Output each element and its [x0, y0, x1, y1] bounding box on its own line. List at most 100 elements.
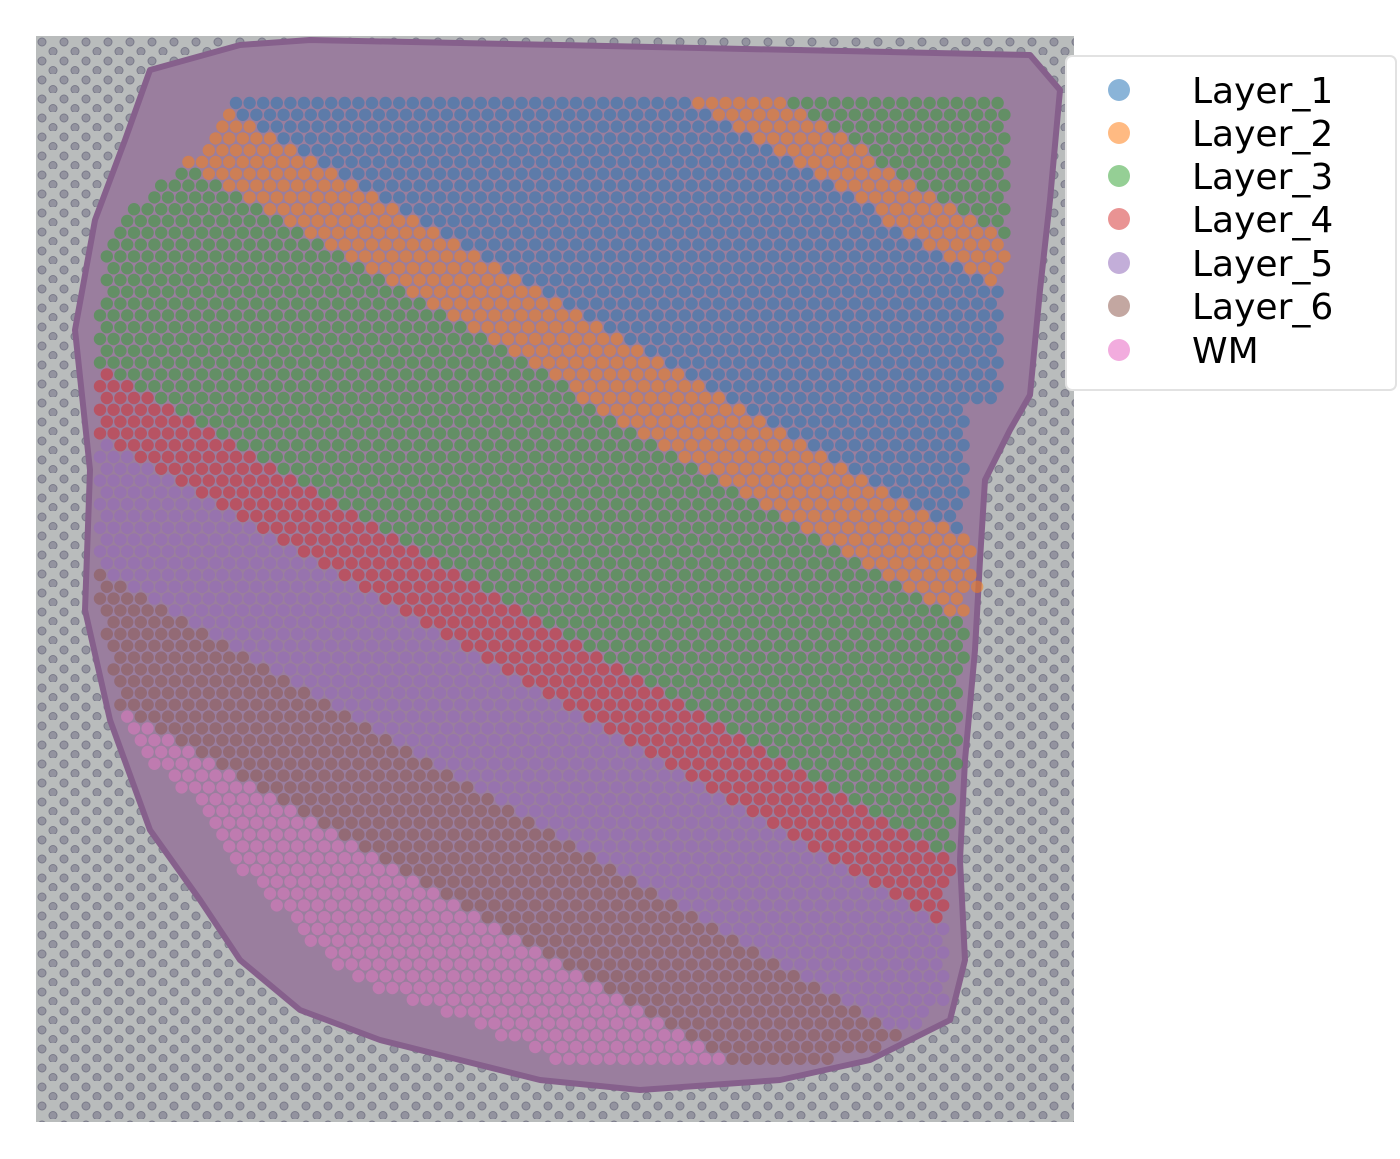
spot-layer-4 [495, 627, 508, 641]
spot-layer-4 [433, 568, 447, 582]
spot-layer-2 [726, 415, 739, 428]
spot-layer-3 [943, 816, 957, 829]
spot-layer-3 [304, 273, 317, 287]
spot-layer-4 [814, 781, 827, 794]
spot-layer-3 [855, 616, 868, 629]
spot-layer-1 [930, 368, 943, 381]
spot-layer-1 [712, 344, 725, 357]
spot-layer-3 [726, 698, 739, 711]
spot-layer-5 [712, 911, 725, 924]
spot-layer-5 [624, 852, 637, 865]
spot-layer-4 [705, 757, 719, 770]
spot-layer-1 [855, 380, 868, 393]
spot-layer-3 [624, 639, 637, 652]
spot-layer-3 [406, 356, 419, 369]
spot-layer-5 [515, 781, 528, 794]
spot-layer-2 [338, 238, 351, 251]
spot-layer-5 [644, 769, 657, 782]
spot-layer-3 [338, 262, 351, 275]
spot-wm [359, 958, 372, 971]
spot-layer-1 [801, 191, 814, 204]
spot-layer-5 [563, 769, 576, 782]
spot-layer-3 [814, 592, 827, 605]
spot-layer-5 [393, 616, 406, 629]
spot-layer-3 [107, 309, 120, 322]
spot-layer-2 [835, 509, 848, 523]
spot-layer-1 [862, 297, 875, 310]
spot-layer-1 [828, 262, 841, 275]
spot-layer-4 [767, 793, 780, 806]
spot-layer-3 [433, 427, 447, 440]
spot-layer-6 [617, 887, 630, 900]
spot-layer-4 [338, 568, 351, 582]
spot-layer-3 [508, 415, 521, 428]
spot-layer-1 [753, 273, 766, 287]
spot-layer-3 [923, 710, 936, 723]
spot-layer-1 [719, 144, 732, 157]
spot-layer-6 [467, 816, 481, 829]
spot-layer-6 [576, 887, 589, 900]
spot-layer-5 [848, 887, 861, 900]
spot-layer-5 [569, 828, 583, 841]
spot-layer-1 [746, 144, 759, 157]
spot-layer-3 [692, 545, 705, 558]
spot-layer-4 [250, 486, 263, 499]
spot-layer-4 [229, 498, 243, 511]
spot-layer-2 [359, 250, 372, 263]
spot-layer-6 [590, 863, 603, 877]
spot-layer-1 [930, 344, 943, 357]
spot-layer-1 [875, 439, 889, 452]
spot-layer-1 [617, 108, 630, 122]
spot-layer-5 [658, 793, 671, 806]
spot-layer-5 [175, 545, 188, 558]
spot-layer-1 [529, 96, 542, 110]
spot-layer-3 [957, 627, 970, 641]
spot-layer-6 [311, 757, 324, 770]
spot-layer-6 [270, 757, 283, 770]
spot-layer-1 [841, 214, 855, 228]
spot-layer-3 [835, 651, 848, 664]
spot-layer-6 [284, 757, 297, 770]
spot-layer-3 [624, 521, 637, 534]
spot-layer-1 [821, 321, 834, 334]
spot-layer-5 [467, 675, 481, 688]
spot-layer-6 [522, 887, 535, 900]
spot-layer-2 [712, 391, 725, 405]
spot-layer-1 [767, 391, 780, 405]
spot-layer-2 [651, 403, 664, 416]
spot-layer-3 [433, 332, 447, 346]
spot-layer-6 [529, 828, 542, 841]
spot-layer-1 [501, 167, 515, 180]
spot-layer-5 [467, 722, 481, 735]
spot-layer-1 [692, 262, 705, 275]
spot-layer-4 [597, 663, 610, 676]
spot-layer-1 [488, 144, 501, 157]
spot-layer-1 [909, 238, 923, 251]
spot-layer-6 [651, 899, 664, 912]
spot-layer-2 [263, 179, 277, 192]
spot-layer-2 [501, 309, 515, 322]
spot-layer-3 [665, 545, 678, 558]
spot-layer-3 [542, 427, 555, 440]
spot-wm [488, 970, 501, 983]
spot-layer-4 [556, 639, 569, 652]
spot-layer-1 [760, 285, 773, 298]
spot-layer-3 [733, 663, 746, 676]
spot-layer-3 [488, 356, 501, 369]
spot-layer-5 [841, 899, 855, 912]
spot-layer-3 [549, 391, 562, 405]
spot-layer-2 [984, 226, 997, 239]
spot-layer-5 [481, 722, 494, 735]
spot-layer-1 [719, 332, 732, 346]
spot-layer-3 [835, 557, 848, 570]
spot-layer-4 [699, 769, 712, 782]
spot-layer-3 [454, 415, 467, 428]
spot-layer-4 [651, 734, 664, 747]
spot-layer-5 [202, 568, 215, 582]
spot-layer-3 [671, 533, 685, 546]
spot-layer-1 [685, 179, 698, 192]
spot-layer-5 [937, 993, 950, 1006]
spot-layer-1 [814, 214, 827, 228]
spot-layer-6 [318, 698, 331, 711]
spot-layer-1 [705, 309, 719, 322]
